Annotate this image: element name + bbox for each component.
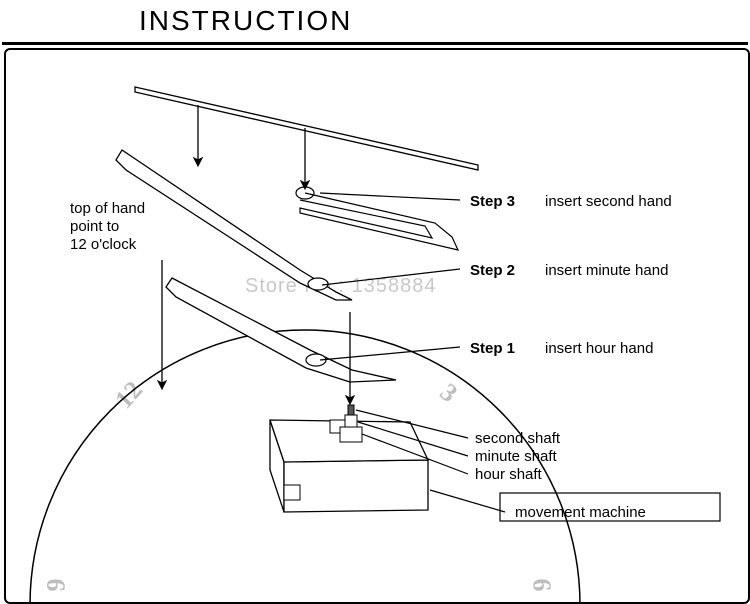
diagram-svg	[0, 0, 750, 604]
